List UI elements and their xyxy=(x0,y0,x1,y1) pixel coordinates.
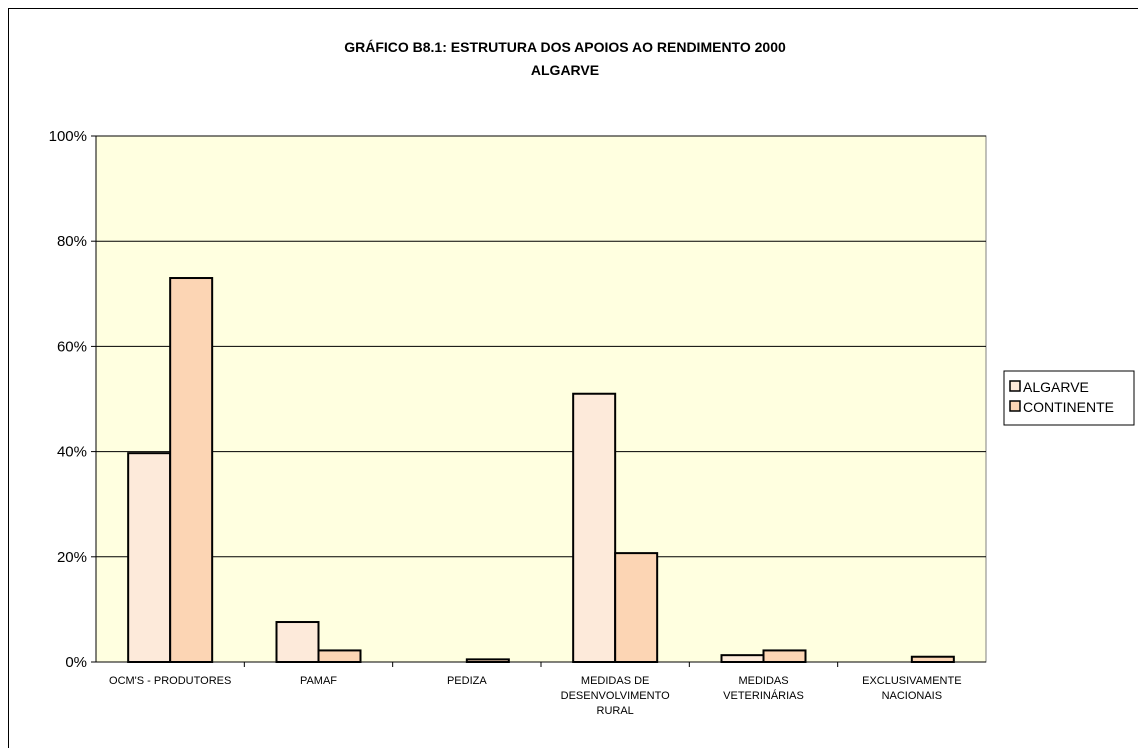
x-tick-label: PAMAF xyxy=(300,675,337,687)
bar-continente xyxy=(910,655,955,663)
x-tick-label: OCM'S - PRODUTORES xyxy=(109,675,231,687)
bar-algarve xyxy=(275,621,320,663)
y-tick-label: 0% xyxy=(65,654,87,671)
chart-subtitle: ALGARVE xyxy=(531,62,599,78)
bar-continente xyxy=(317,649,362,663)
chart-title: GRÁFICO B8.1: ESTRUTURA DOS APOIOS AO RE… xyxy=(344,39,786,55)
bars xyxy=(127,277,955,664)
y-tick-labels: 0% 20% 40% 60% 80% 100% xyxy=(49,128,87,671)
legend-box xyxy=(1003,370,1135,426)
x-tick-label: EXCLUSIVAMENTE NACIONAIS xyxy=(862,675,961,702)
axes xyxy=(91,135,986,667)
y-tick-label: 60% xyxy=(57,338,87,355)
legend-label: CONTINENTE xyxy=(1023,399,1114,415)
x-tick-label: MEDIDAS VETERINÁRIAS xyxy=(723,675,804,702)
chart-frame xyxy=(8,8,1138,748)
bar-continente xyxy=(169,277,214,663)
legend-label: ALGARVE xyxy=(1023,379,1089,395)
legend: ALGARVE CONTINENTE xyxy=(1003,370,1135,426)
y-tick-label: 100% xyxy=(49,128,87,145)
gridlines xyxy=(96,135,986,558)
legend-swatch xyxy=(1009,400,1021,412)
bar-continente xyxy=(614,552,659,663)
x-tick-labels: OCM'S - PRODUTORES PAMAF PEDIZA MEDIDAS DE D… xyxy=(109,675,962,717)
bar-algarve xyxy=(127,452,172,664)
legend-swatch xyxy=(1009,380,1021,392)
bar-continente xyxy=(762,649,807,663)
bar-algarve xyxy=(720,654,765,663)
bar-algarve xyxy=(572,392,617,663)
x-tick-label: MEDIDAS DE DESENVOLVIMENTO RURAL xyxy=(561,675,670,717)
y-tick-label: 40% xyxy=(57,444,87,461)
y-tick-label: 20% xyxy=(57,549,87,566)
x-tick-label: PEDIZA xyxy=(447,675,487,687)
y-tick-label: 80% xyxy=(57,233,87,250)
plot-area xyxy=(95,135,987,663)
